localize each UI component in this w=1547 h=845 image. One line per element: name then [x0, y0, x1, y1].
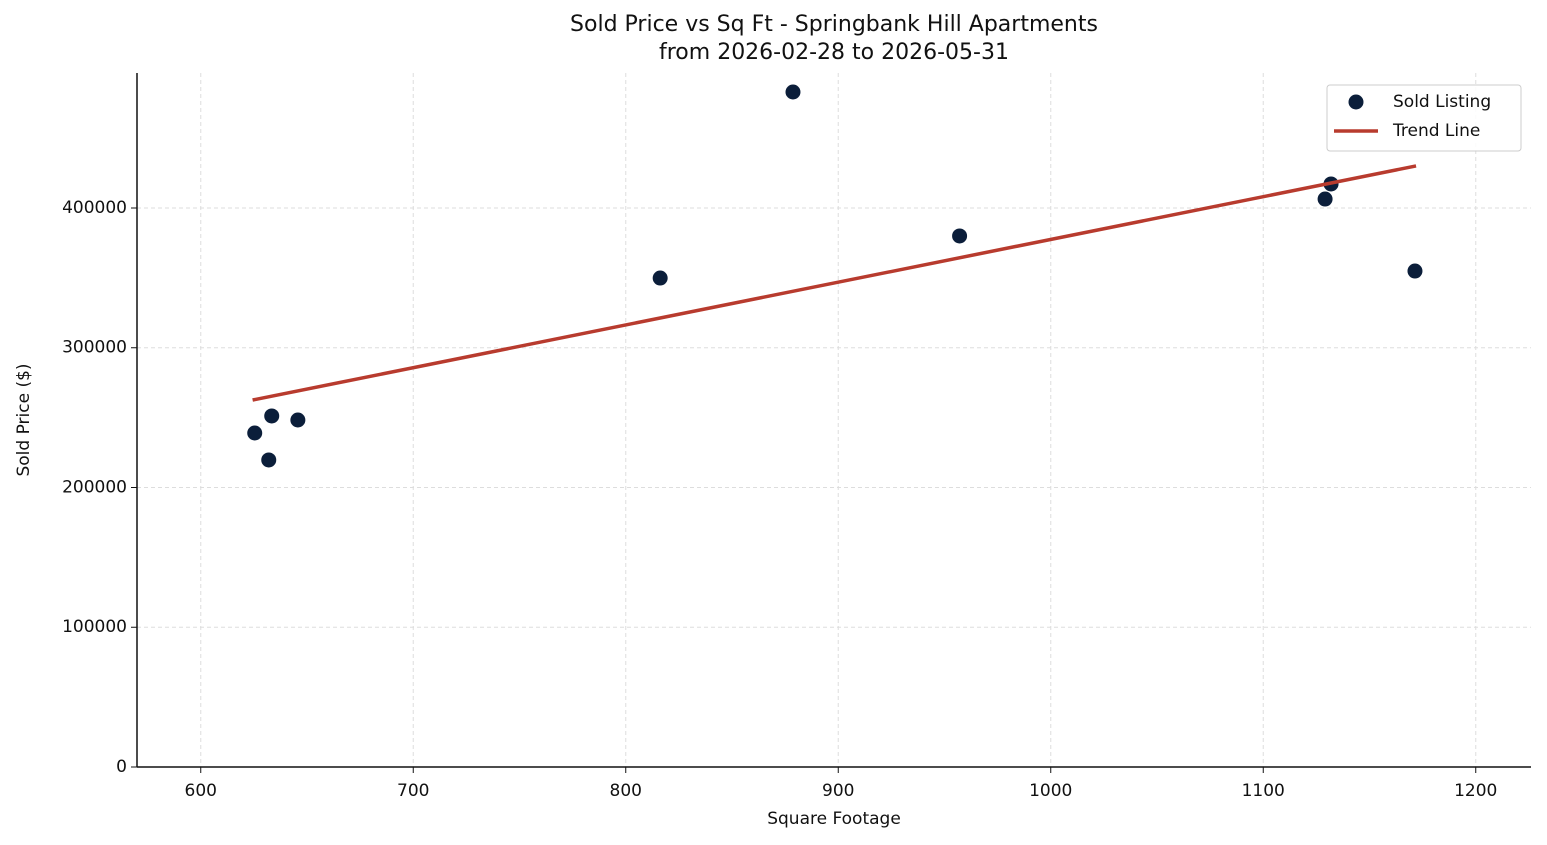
- y-axis-label: Sold Price ($): [14, 363, 34, 476]
- point: [261, 452, 277, 468]
- y-tick-label: 400000: [62, 198, 127, 218]
- point: [1407, 263, 1423, 279]
- point: [290, 412, 306, 428]
- legend-label: Trend Line: [1392, 121, 1480, 141]
- point: [952, 228, 968, 244]
- point: [264, 408, 280, 424]
- x-tick-label: 800: [610, 781, 642, 801]
- point: [1317, 191, 1333, 207]
- point: [247, 425, 263, 441]
- y-tick-label: 200000: [62, 477, 127, 497]
- y-tick-label: 0: [116, 757, 127, 777]
- point: [652, 270, 668, 286]
- trend-line: [252, 164, 1417, 402]
- x-tick-label: 700: [397, 781, 429, 801]
- x-tick-label: 1100: [1242, 781, 1285, 801]
- legend-box: [1326, 84, 1522, 152]
- y-tick-label: 100000: [62, 617, 127, 637]
- legend-marker: [1348, 94, 1364, 110]
- chart-title: Sold Price vs Sq Ft - Springbank Hill Ap…: [570, 12, 1098, 37]
- x-tick-label: 900: [822, 781, 854, 801]
- y-tick-label: 300000: [62, 338, 127, 358]
- chart-subtitle: from 2026-02-28 to 2026-05-31: [659, 40, 1009, 65]
- x-tick-label: 1000: [1029, 781, 1072, 801]
- legend-label: Sold Listing: [1393, 92, 1491, 112]
- x-tick-label: 1200: [1454, 781, 1497, 801]
- x-axis-label: Square Footage: [767, 809, 901, 829]
- x-tick-label: 600: [185, 781, 217, 801]
- point: [785, 84, 801, 100]
